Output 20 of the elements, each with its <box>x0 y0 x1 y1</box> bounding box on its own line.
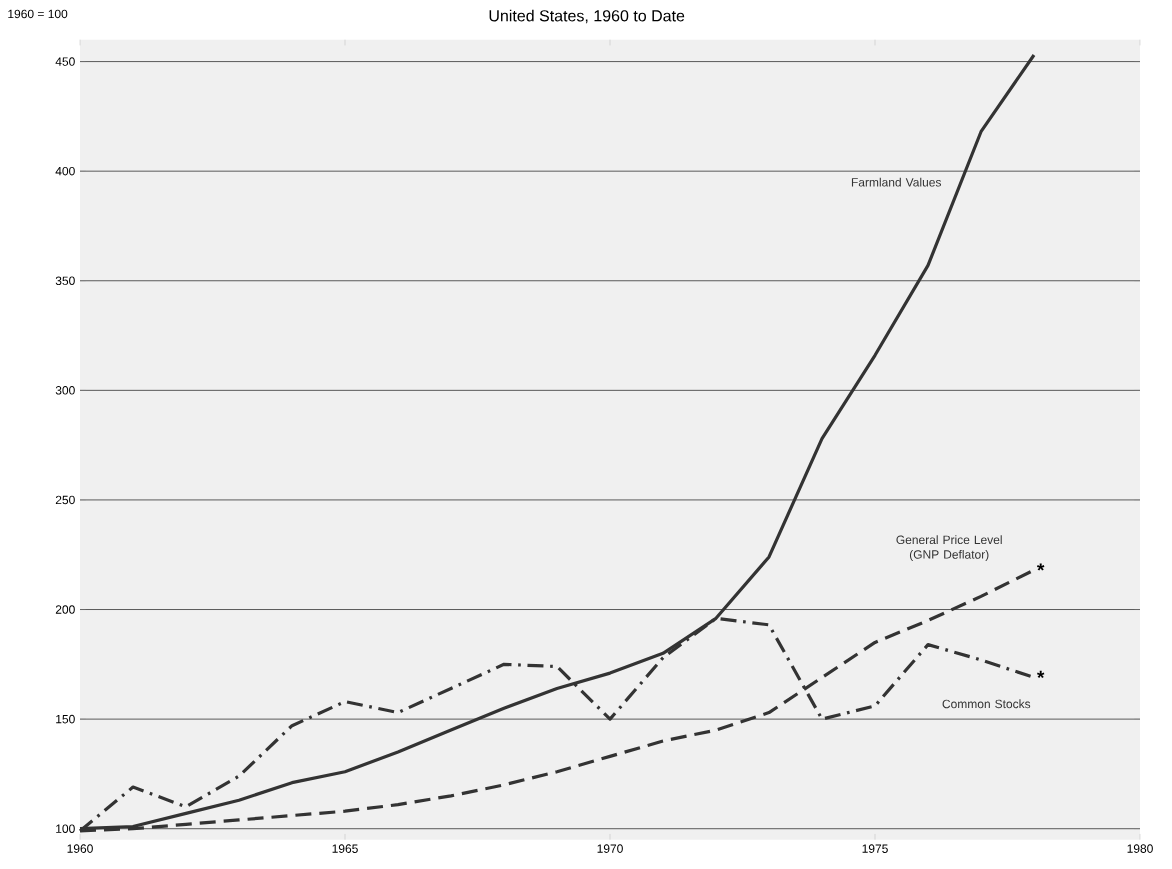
x-tick-label: 1960 <box>67 844 93 853</box>
x-tick-label: 1980 <box>1127 844 1153 853</box>
y-tick-label: 150 <box>56 714 75 724</box>
series-label: Common Stocks <box>942 699 1031 709</box>
annotation: * <box>1037 670 1045 679</box>
chart-title: United States, 1960 to Date <box>489 9 685 24</box>
annotation: * <box>1037 563 1045 571</box>
y-tick-label: 450 <box>55 57 75 66</box>
y-tick-label: 300 <box>55 386 75 395</box>
series-label: General Price Level (GNP Deflator) <box>896 535 1002 562</box>
y-axis-title: 1960 = 100 <box>8 9 68 19</box>
series-label: Farmland Values <box>851 177 941 187</box>
y-tick-label: 250 <box>55 495 75 505</box>
y-tick-label: 350 <box>55 276 75 286</box>
x-tick-label: 1965 <box>332 844 358 853</box>
x-tick-label: 1970 <box>597 844 623 853</box>
y-tick-label: 200 <box>55 605 75 614</box>
y-tick-label: 100 <box>56 824 75 833</box>
y-tick-label: 400 <box>55 166 75 176</box>
x-tick-label: 1975 <box>862 844 888 853</box>
